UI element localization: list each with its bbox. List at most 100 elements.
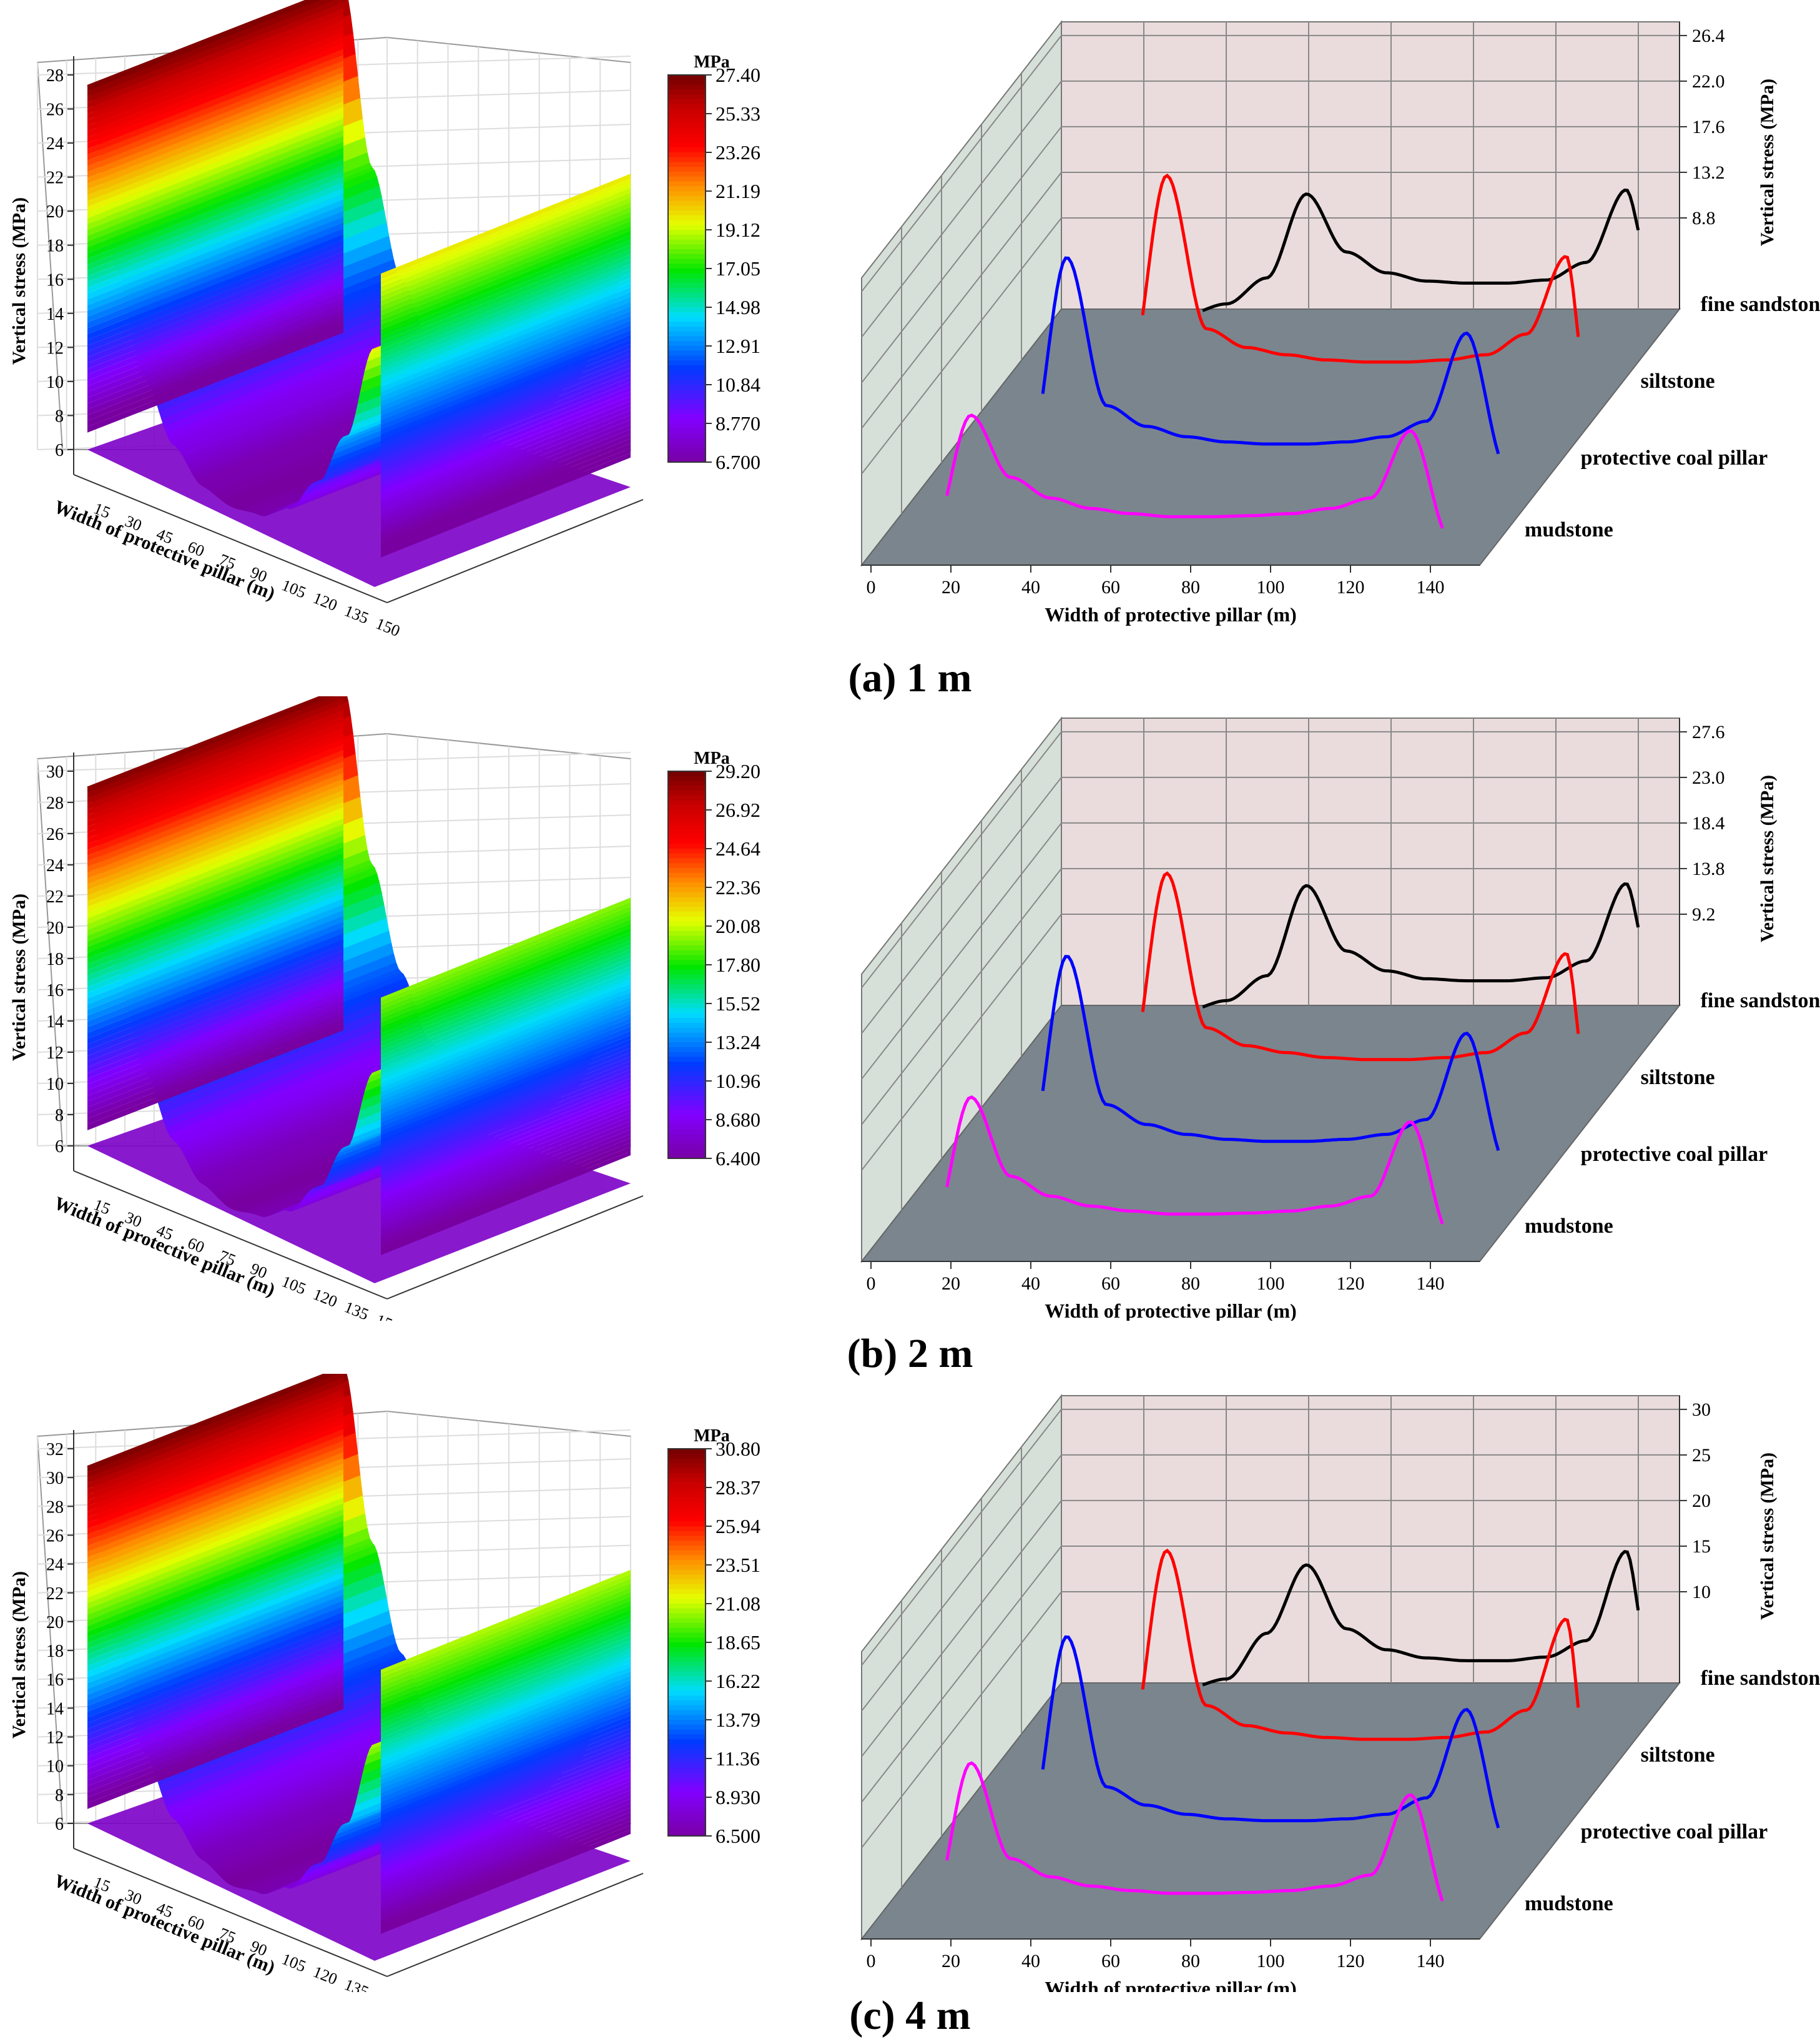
colorbar-segment (668, 1671, 706, 1677)
surface-xtick-label: 105 (279, 576, 308, 601)
surface-left-band (87, 1532, 343, 1638)
surface-left-band (87, 1389, 343, 1495)
surface-right-band (381, 1697, 631, 1802)
surface-right-band (381, 932, 631, 1037)
surface-left-band (87, 727, 343, 833)
surface-left-band (87, 1480, 343, 1586)
surface-ytick-label: 26 (46, 101, 64, 120)
line-ytick-label: 9.2 (1692, 904, 1716, 925)
line-grid-side (861, 1591, 1062, 1848)
surface-right-band (381, 1125, 631, 1230)
surface-ytick-label: 16 (46, 270, 64, 290)
colorbar-segment (668, 1802, 706, 1808)
surface-left-band (87, 1572, 343, 1678)
surface-left-band (87, 176, 343, 282)
colorbar-segment (668, 1744, 706, 1750)
surface-left-band (87, 164, 343, 271)
line-xtick-label: 20 (942, 577, 960, 598)
colorbar-segment (668, 457, 706, 463)
line-back-wall (1061, 1395, 1680, 1684)
colorbar-segment (668, 1090, 706, 1097)
surface-ylabel: Vertical stress (MPa) (9, 197, 29, 365)
colorbar-segment (668, 1516, 706, 1522)
colorbar-segment (668, 1831, 706, 1837)
colorbar-segment (668, 926, 706, 932)
colorbar-label: 27.40 (716, 64, 760, 86)
surface-right-band (381, 1035, 631, 1140)
layer-label-fine-sandstone: fine sandstone (1701, 989, 1820, 1012)
colorbar-segment (668, 1700, 706, 1706)
surface-left-band (87, 915, 343, 1022)
colorbar-segment (668, 1637, 706, 1643)
colorbar-segment (668, 1579, 706, 1585)
colorbar-segment (668, 1507, 706, 1512)
surface-right-band (381, 970, 631, 1075)
surface-right-band (381, 1790, 631, 1895)
colorbar-segment (668, 1541, 706, 1546)
surface-ytick-label: 20 (46, 202, 64, 222)
surface-right-band (381, 301, 631, 407)
colorbar-segment (668, 1066, 706, 1072)
colorbar-segment (668, 829, 706, 835)
surface-right-band (381, 1596, 631, 1701)
surface-right-band (381, 420, 631, 525)
colorbar-label: 10.96 (716, 1070, 760, 1092)
surface-left-band (87, 95, 343, 201)
surface-left-band (87, 147, 343, 254)
surface-left-band (87, 234, 343, 340)
surface-left-band (87, 1646, 343, 1752)
series-line-protective-coal-pillar (1041, 955, 1500, 1152)
surface-left-band (87, 818, 343, 924)
surface-left-band (87, 950, 343, 1056)
surface-ytick-label: 12 (46, 1729, 64, 1748)
surface-right-band (381, 1605, 631, 1710)
colorbar-segment (668, 1100, 706, 1106)
surface-right-band (381, 187, 631, 293)
surface-ytick-label: 6 (55, 1137, 64, 1157)
series-line-protective-coal-pillar (1041, 1635, 1500, 1828)
colorbar-segment (668, 1792, 706, 1798)
surface-left-band (87, 84, 343, 190)
surface-axis-line (73, 1848, 388, 1977)
surface-right-band (381, 1601, 631, 1705)
colorbar-segment (668, 955, 706, 961)
surface-left-band (87, 1675, 343, 1781)
colorbar-segment (668, 1085, 706, 1092)
surface-right-band (381, 1117, 631, 1221)
line-ytick-label: 22.0 (1692, 71, 1725, 92)
colorbar-segment (668, 1749, 706, 1755)
surface-right-band (381, 1056, 631, 1161)
surface-left-band (87, 836, 343, 942)
colorbar-label: 25.94 (716, 1515, 760, 1537)
colorbar-segment (668, 1449, 706, 1454)
colorbar-segment (668, 1623, 706, 1629)
surface-left-band (87, 1002, 343, 1108)
colorbar-segment (668, 413, 706, 420)
line-grid-side (861, 126, 1062, 383)
layer-label-siltstone: siltstone (1641, 1744, 1715, 1767)
line-xlabel: Width of protective pillar (m) (1045, 1977, 1297, 1992)
surface-left-band (87, 1594, 343, 1700)
colorbar-segment (668, 1812, 706, 1817)
surface-right-band (381, 339, 631, 444)
surface-ytick-label: 22 (46, 169, 64, 188)
line-xtick-label: 40 (1021, 1273, 1040, 1294)
surface-left-band (87, 1657, 343, 1763)
surface-side-faces (87, 696, 631, 1255)
line-xtick-label: 20 (942, 1951, 960, 1971)
colorbar-segment (668, 1027, 706, 1033)
colorbar-segment (668, 1081, 706, 1087)
surface-right-band (381, 1022, 631, 1127)
line-xtick-label: 0 (867, 577, 876, 598)
colorbar-segment (668, 1608, 706, 1614)
colorbar-segment (668, 1560, 706, 1566)
colorbar-segment (668, 1463, 706, 1469)
line-grid-side (861, 217, 1062, 475)
surface-left-band (87, 1560, 343, 1667)
colorbar-label: 16.22 (716, 1670, 760, 1692)
colorbar-segment (668, 360, 706, 366)
line-xtick-label: 140 (1417, 577, 1445, 598)
surface-left-band (87, 1458, 343, 1564)
colorbar-segment (668, 844, 706, 849)
colorbar-segment (668, 1657, 706, 1662)
